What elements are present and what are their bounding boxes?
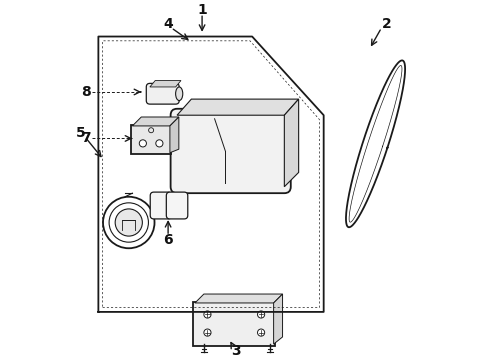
Text: 8: 8 [81, 85, 91, 99]
Polygon shape [132, 117, 179, 126]
Circle shape [204, 311, 211, 318]
FancyBboxPatch shape [147, 84, 179, 104]
Text: 6: 6 [163, 233, 173, 247]
Polygon shape [195, 294, 283, 303]
Circle shape [115, 209, 143, 236]
Text: 4: 4 [163, 17, 173, 31]
Ellipse shape [175, 87, 183, 100]
Polygon shape [150, 81, 181, 87]
Circle shape [156, 140, 163, 147]
Text: 3: 3 [231, 343, 241, 357]
Polygon shape [170, 117, 179, 153]
Polygon shape [177, 99, 298, 115]
Circle shape [139, 140, 147, 147]
Text: 2: 2 [381, 17, 391, 31]
FancyBboxPatch shape [194, 302, 275, 346]
FancyBboxPatch shape [171, 109, 291, 193]
FancyBboxPatch shape [150, 192, 172, 219]
Circle shape [204, 329, 211, 336]
Text: 7: 7 [81, 131, 91, 145]
Circle shape [258, 311, 265, 318]
Polygon shape [284, 99, 298, 187]
FancyBboxPatch shape [131, 125, 171, 154]
Text: 1: 1 [197, 3, 207, 17]
FancyBboxPatch shape [166, 192, 188, 219]
Text: 5: 5 [75, 126, 85, 140]
Polygon shape [273, 294, 283, 344]
Circle shape [258, 329, 265, 336]
